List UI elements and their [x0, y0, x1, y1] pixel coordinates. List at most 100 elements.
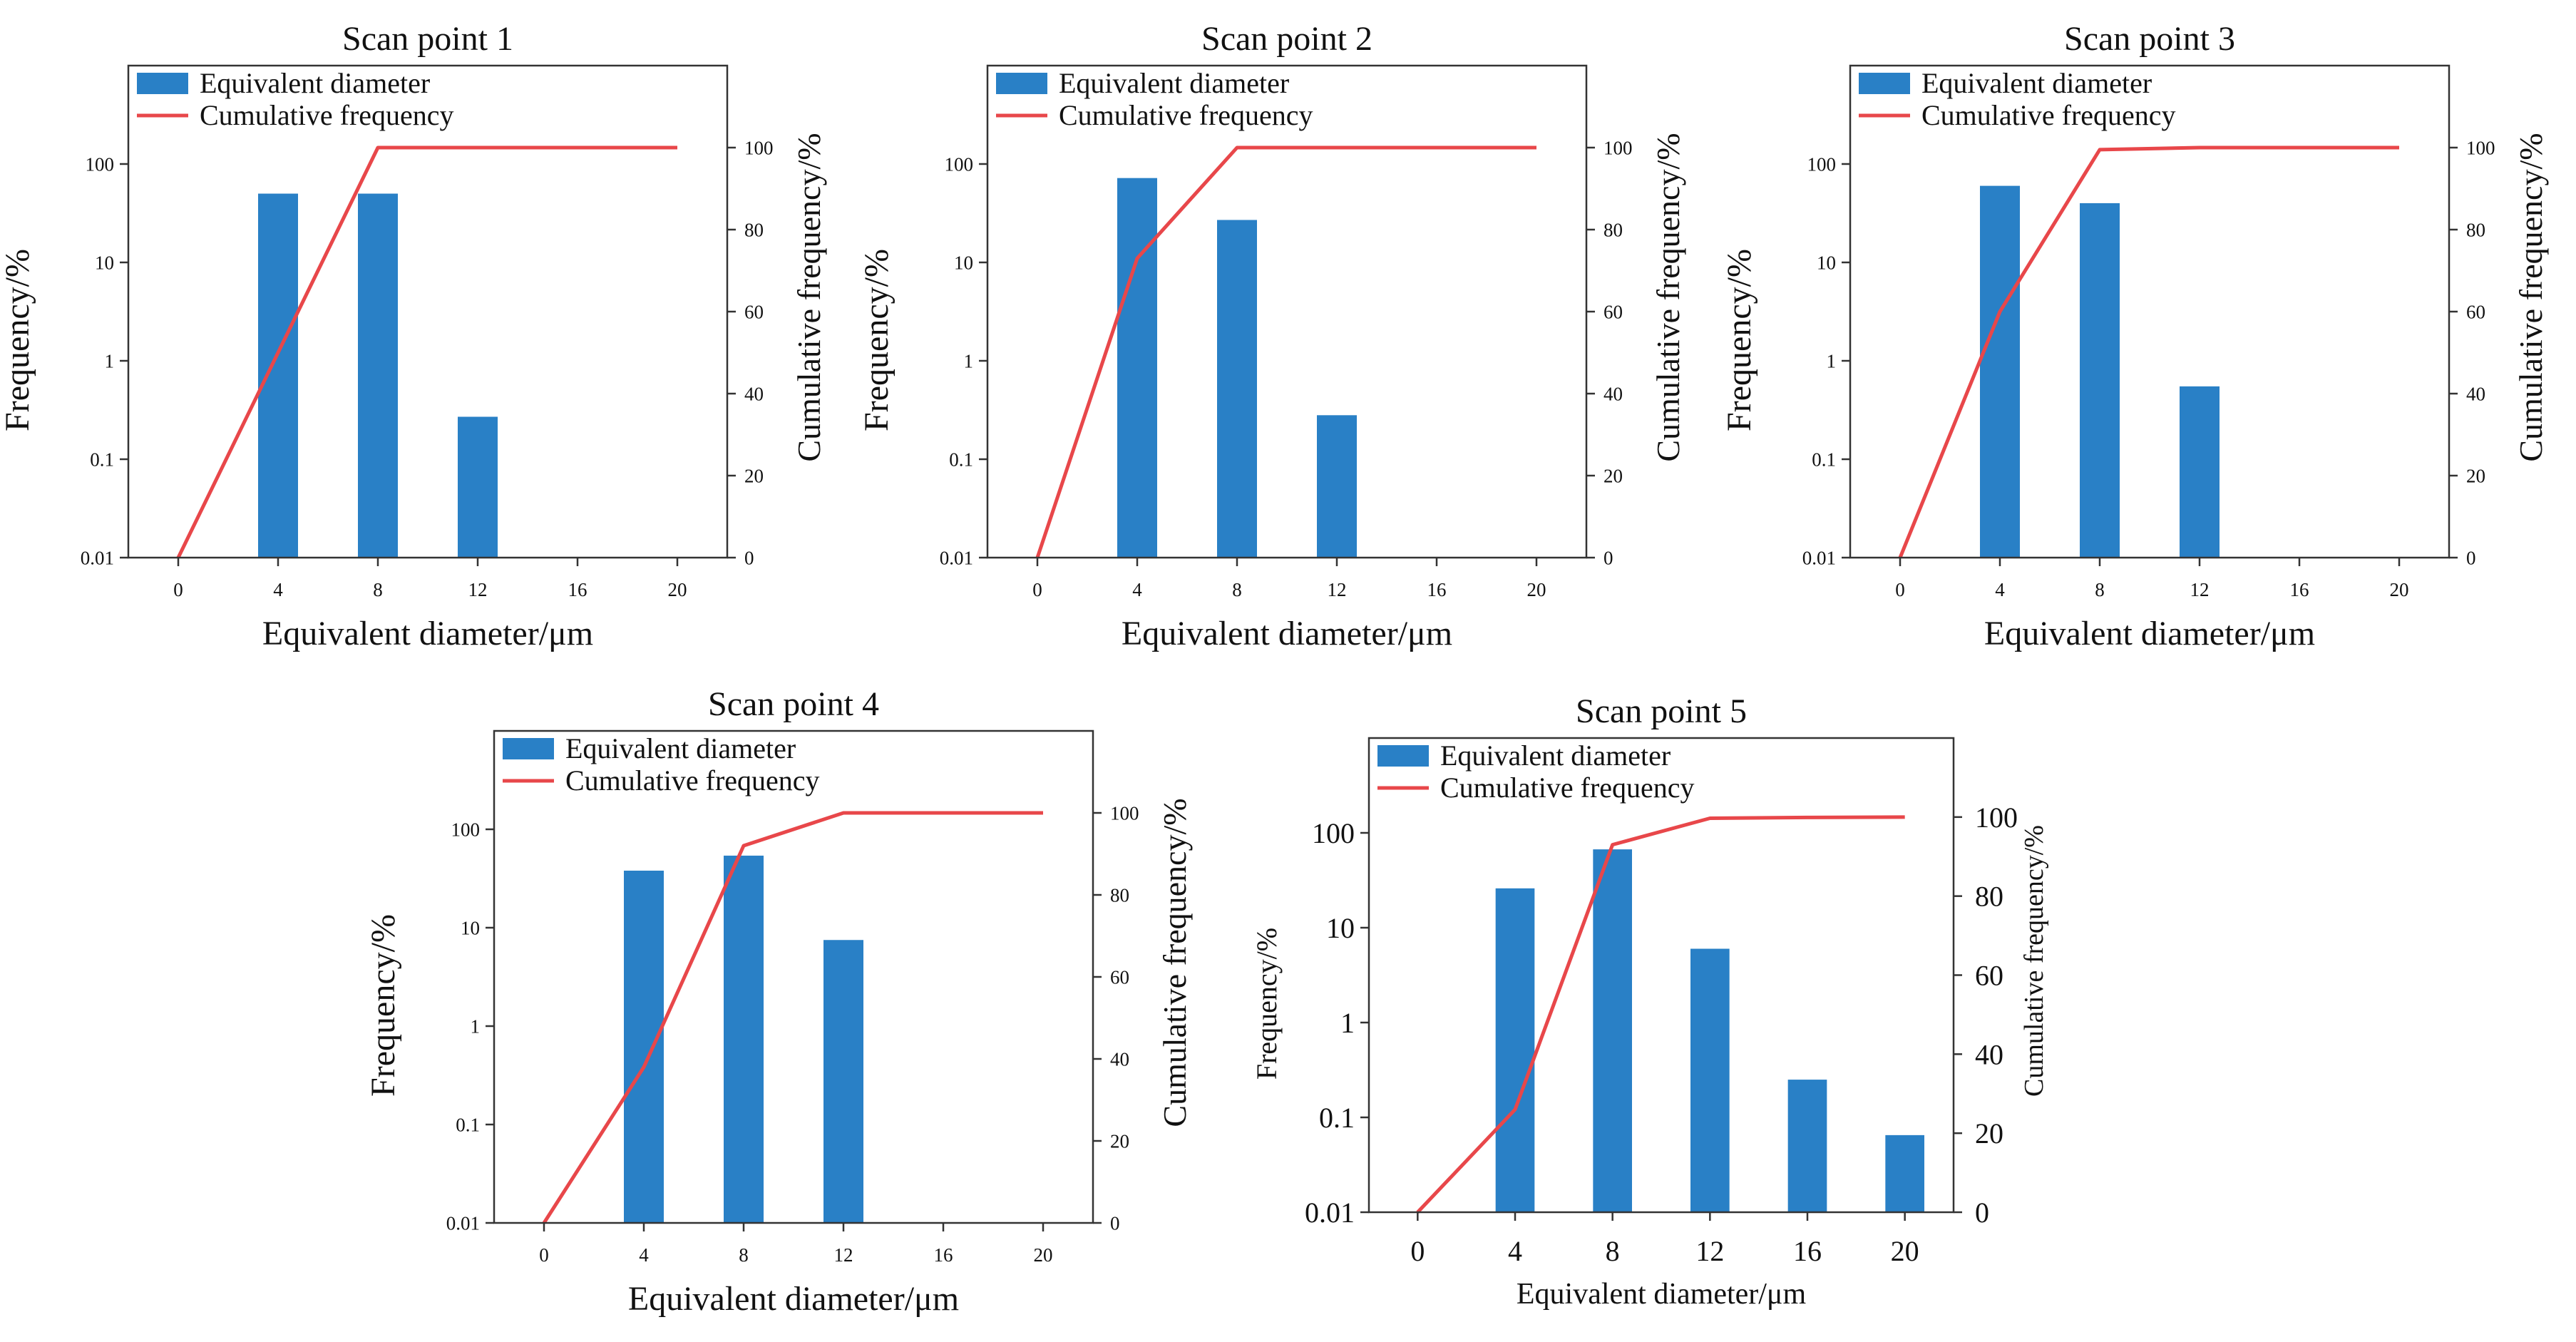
x-axis-label: Equivalent diameter/μm	[262, 615, 593, 652]
plot-frame	[127, 64, 729, 559]
y-tick-label: 0.01	[940, 547, 973, 568]
y-tick-label: 1	[471, 1015, 481, 1037]
y-tick-label: 1	[105, 350, 115, 372]
y-tick-label: 0.01	[1305, 1197, 1355, 1229]
cumulative-frequency-line	[176, 145, 677, 559]
x-tick-label: 0	[1410, 1235, 1425, 1267]
bar-d8	[724, 855, 764, 1223]
x-tick-label: 16	[1427, 579, 1447, 600]
y2-tick-label: 80	[1603, 219, 1623, 240]
x-tick-label: 20	[1034, 1244, 1053, 1266]
y-axis-label: Frequency/%	[1251, 928, 1283, 1080]
legend-line-label: Cumulative frequency	[1440, 772, 1695, 804]
y2-tick-label: 60	[744, 301, 764, 322]
x-axis-label: Equivalent diameter/μm	[1517, 1278, 1807, 1311]
y2-tick-label: 0	[1603, 547, 1613, 568]
y-axis-label: Frequency/%	[858, 249, 896, 431]
bar-d8	[358, 193, 398, 558]
x-tick-label: 12	[834, 1244, 853, 1266]
legend-bar-label: Equivalent diameter	[1921, 67, 2152, 99]
y2-tick-label: 0	[2466, 547, 2476, 568]
x-tick-label: 4	[1132, 579, 1142, 600]
plot-frame	[986, 64, 1588, 559]
y-tick-label: 10	[95, 252, 114, 273]
y2-tick-label: 20	[1110, 1130, 1129, 1152]
y-tick-label: 100	[86, 153, 115, 175]
x-tick-label: 20	[668, 579, 687, 600]
y-axis-label: Frequency/%	[0, 249, 36, 431]
legend-bar-label: Equivalent diameter	[565, 732, 796, 764]
chart-panel-2: Scan point 2 0 4 8 12 16 20 Equivalent diameter…	[858, 20, 1686, 652]
chart-title: Scan point 1	[342, 20, 513, 58]
y2-tick-label: 100	[1975, 801, 2018, 834]
y-axis-label: Frequency/%	[1720, 249, 1758, 431]
y2-axis-label: Cumulative frequency/%	[1156, 798, 1193, 1127]
bar-d12	[458, 416, 498, 558]
plot-frame	[1367, 737, 1955, 1214]
y-tick-label: 10	[1326, 912, 1355, 944]
y-tick-label: 0.1	[456, 1114, 480, 1135]
bar-d4	[258, 193, 298, 558]
y2-tick-label: 20	[1603, 465, 1623, 486]
legend-line-label: Cumulative frequency	[200, 99, 454, 131]
y-axis-label: Frequency/%	[364, 914, 402, 1097]
y-tick-label: 100	[945, 153, 974, 175]
y2-tick-label: 100	[1110, 802, 1139, 824]
bar-d4	[1980, 185, 2020, 558]
x-axis-label: Equivalent diameter/μm	[1122, 615, 1452, 652]
y2-tick-label: 80	[744, 219, 764, 240]
legend-bar-swatch	[137, 73, 188, 94]
chart-panel-3: Scan point 3 0 4 8 12 16 20 Equivalent diameter…	[1720, 20, 2549, 652]
y-tick-label: 0.01	[81, 547, 114, 568]
x-axis-label: Equivalent diameter/μm	[1984, 615, 2315, 652]
x-tick-label: 0	[539, 1244, 549, 1266]
legend-bar-swatch	[1377, 745, 1429, 767]
x-tick-label: 8	[2095, 579, 2105, 600]
x-tick-label: 8	[1606, 1235, 1620, 1267]
plot-frame	[1849, 64, 2451, 559]
y2-tick-label: 40	[1110, 1048, 1129, 1070]
bar-d12	[1690, 948, 1730, 1212]
legend-line-label: Cumulative frequency	[1059, 99, 1313, 131]
y-tick-label: 100	[1807, 153, 1837, 175]
bar-d4	[1117, 178, 1157, 558]
y2-tick-label: 60	[2466, 301, 2485, 322]
chart-panel-4: Scan point 4 0 4 8 12 16 20 Equivalent diameter…	[364, 685, 1193, 1318]
x-axis-label: Equivalent diameter/μm	[628, 1280, 959, 1318]
y2-tick-label: 80	[2466, 219, 2485, 240]
y2-tick-label: 40	[1603, 383, 1623, 404]
legend-line-label: Cumulative frequency	[565, 764, 820, 797]
chart-title: Scan point 5	[1576, 692, 1747, 730]
y2-tick-label: 60	[1603, 301, 1623, 322]
bar-d12	[823, 940, 863, 1223]
legend-bar-swatch	[503, 738, 554, 759]
y-tick-label: 0.1	[949, 449, 973, 470]
y-tick-label: 1	[964, 350, 974, 372]
y-tick-label: 0.01	[1802, 547, 1836, 568]
x-tick-label: 4	[273, 579, 283, 600]
y2-axis-label: Cumulative frequency/%	[2019, 825, 2049, 1097]
x-tick-label: 12	[1695, 1235, 1724, 1267]
legend-line-label: Cumulative frequency	[1921, 99, 2176, 131]
plot-frame	[493, 729, 1094, 1224]
y-tick-label: 0.1	[1812, 449, 1836, 470]
y2-axis-label: Cumulative frequency/%	[2513, 133, 2549, 461]
y2-tick-label: 80	[1110, 884, 1129, 906]
x-tick-label: 0	[1895, 579, 1905, 600]
y2-tick-label: 0	[744, 547, 754, 568]
y2-tick-label: 40	[744, 383, 764, 404]
x-tick-label: 4	[1995, 579, 2005, 600]
chart-title: Scan point 2	[1201, 20, 1372, 58]
y-tick-label: 0.1	[1319, 1102, 1355, 1134]
y-tick-label: 10	[954, 252, 973, 273]
x-tick-label: 16	[1793, 1235, 1822, 1267]
bar-d16	[1787, 1080, 1827, 1212]
y-tick-label: 1	[1340, 1007, 1355, 1039]
chart-panel-1: Scan point 1 0 4 8 12 16 20 Equivalent diameter…	[0, 20, 827, 652]
y-tick-label: 100	[451, 819, 481, 840]
cumulative-frequency-line	[1416, 815, 1905, 1214]
y2-tick-label: 20	[744, 465, 764, 486]
y2-tick-label: 40	[1975, 1038, 2003, 1070]
x-tick-label: 20	[1891, 1235, 1919, 1267]
cumulative-frequency-line	[1898, 145, 2399, 558]
